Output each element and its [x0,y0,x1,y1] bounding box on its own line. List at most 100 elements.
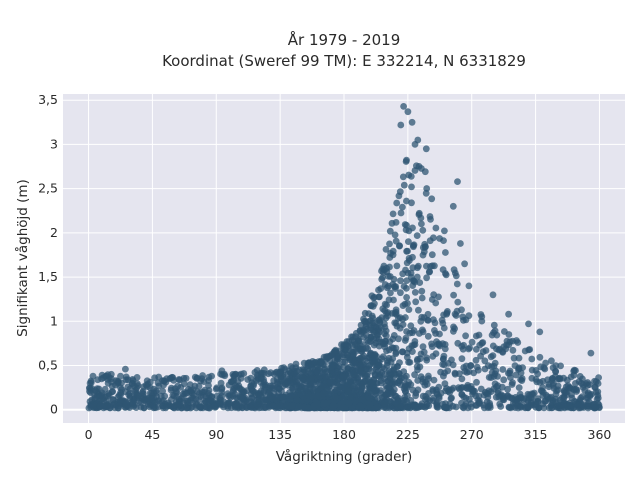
data-point [509,379,516,386]
data-point [468,338,476,346]
data-point [472,332,480,340]
data-point [405,238,412,246]
data-point [255,391,262,399]
data-point [259,382,267,389]
data-point [288,402,296,410]
data-point [292,391,300,399]
data-point [349,349,357,356]
data-point [391,231,399,239]
data-point [567,373,575,381]
x-tick-label: 315 [524,427,548,442]
data-point [500,376,508,384]
data-point [404,269,412,277]
data-point [295,403,303,411]
data-point [260,387,268,395]
data-point [358,396,365,404]
data-point [413,357,421,365]
data-point [416,363,424,371]
data-point [239,404,246,412]
data-point [109,396,117,403]
data-point [420,248,428,256]
data-point [200,378,208,385]
data-point [382,332,390,340]
data-point [371,300,378,308]
data-point [319,382,327,390]
data-point [568,394,576,402]
data-point [449,202,457,210]
data-point [451,370,459,378]
data-point [511,362,519,369]
data-point [467,362,474,370]
data-point [426,213,434,220]
data-point [375,342,383,350]
data-point [402,314,409,321]
data-point [414,262,422,270]
data-point [187,387,195,394]
x-axis-label: Vågriktning (grader) [276,448,413,465]
data-point [392,399,400,407]
data-point [393,199,401,207]
data-point [455,384,462,392]
y-tick-label: 2,5 [38,181,58,196]
data-point [295,381,303,389]
data-point [450,291,457,299]
data-point [442,403,450,411]
data-point [95,385,103,393]
data-point [465,282,473,290]
data-point [317,358,325,366]
data-point [375,325,382,333]
data-point [442,249,449,256]
data-point [399,270,407,278]
y-tick-label: 0 [50,402,58,417]
data-point [218,367,226,375]
data-point [506,369,514,377]
data-point [427,263,434,270]
data-point [451,269,459,277]
data-point [412,401,419,409]
data-point [518,375,526,382]
data-point [180,380,188,388]
data-point [320,389,328,397]
data-point [356,379,363,386]
data-point [392,306,400,314]
data-point [205,382,212,389]
data-point [386,240,393,248]
data-point [422,189,430,197]
data-point [552,390,560,398]
data-point [234,377,242,385]
data-point [352,368,359,376]
data-point [525,346,533,354]
data-point [512,371,520,379]
x-tick-label: 45 [144,427,160,442]
data-point [378,275,386,283]
data-point [365,389,372,397]
data-point [356,354,364,362]
data-point [350,338,358,346]
data-point [367,380,375,387]
data-point [548,357,555,365]
data-point [536,328,544,336]
data-point [473,363,481,371]
data-points [85,103,603,412]
data-point [269,402,277,410]
data-point [396,314,404,322]
x-tick-label: 180 [332,427,356,442]
data-point [122,398,129,406]
data-point [160,381,167,389]
data-point [130,398,138,406]
data-point [528,366,536,374]
data-point [390,275,398,283]
data-point [133,380,141,388]
data-point [379,353,387,360]
data-point [118,379,125,387]
data-point [505,404,513,411]
data-point [126,385,134,393]
data-point [487,374,495,381]
data-point [573,386,581,394]
data-point [250,382,257,390]
data-point [462,332,469,340]
data-point [348,404,356,412]
data-point [292,360,300,368]
data-point [266,385,274,392]
data-point [381,340,389,348]
